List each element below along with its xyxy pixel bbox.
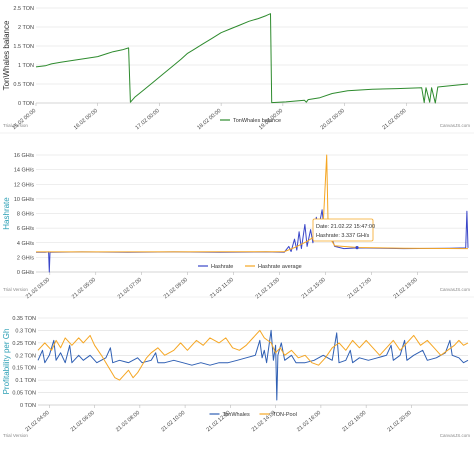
chart1-x-tick-label: 16.02 00:00	[73, 108, 99, 131]
chart3-x-tick-label: 21.02 16:00	[296, 410, 322, 433]
chart1-y-tick-label: 1 TON	[18, 63, 34, 69]
chart1-y-tick-label: 2 TON	[18, 25, 34, 31]
chart3-y-tick-label: 0.25 TON	[12, 341, 36, 347]
chart2-y-tick-label: 16 GH/s	[14, 153, 34, 159]
chart3-watermark: CanvasJS.com	[440, 433, 471, 438]
chart2-watermark: CanvasJS.com	[440, 287, 471, 292]
chart2-series-line-2	[35, 154, 469, 253]
chart3-x-tick-label: 21.02 18:00	[341, 410, 367, 433]
chart2-x-tick-label: 21.02 11:00	[209, 277, 235, 300]
chart2-tooltip-title: Date: 21.02.22 15:47:00	[316, 224, 375, 230]
chart2-y-tick-label: 4 GH/s	[17, 241, 34, 247]
chart3-series-line-1	[37, 329, 469, 401]
chart3-legend-label: TonWhales	[223, 412, 250, 418]
chart2-y-tick-label: 12 GH/s	[14, 182, 34, 188]
chart1-y-tick-label: 0.5 TON	[13, 82, 34, 88]
chart1-y-axis-title: TonWhales balance	[2, 20, 11, 90]
chart3-x-tick-label: 21.02 20:00	[387, 410, 413, 433]
chart2-tooltip-box	[312, 218, 374, 242]
chart2-legend-label: Hashrate	[211, 264, 233, 270]
chart2-y-tick-label: 6 GH/s	[17, 226, 34, 232]
chart3-y-tick-label: 0.2 TON	[15, 353, 36, 359]
chart1-x-tick-label: 18.02 00:00	[196, 108, 222, 131]
chart3-trial-label: Trial Version	[3, 433, 28, 438]
chart2-y-tick-label: 10 GH/s	[14, 197, 34, 203]
chart1-y-tick-label: 1.5 TON	[13, 44, 34, 50]
chart2-legend-label: Hashrate average	[258, 264, 302, 270]
chart2-y-tick-label: 0 GH/s	[17, 270, 34, 276]
chart1-y-tick-label: 0 TON	[18, 101, 34, 107]
chart2-y-tick-label: 14 GH/s	[14, 168, 34, 174]
chart3-y-tick-label: 0.05 TON	[12, 391, 36, 397]
chart3-series-line-2	[37, 329, 469, 381]
chart3-y-tick-label: 0.15 TON	[12, 366, 36, 372]
chart3-x-tick-label: 21.02 08:00	[115, 410, 141, 433]
chart1-y-tick-label: 2.5 TON	[13, 6, 34, 12]
chart3-y-tick-label: 0 TON	[20, 403, 36, 409]
chart1-watermark: CanvasJS.com	[440, 123, 471, 128]
chart3-y-axis-title: Profitability per Gh	[2, 329, 11, 395]
chart2-trial-label: Trial Version	[3, 287, 28, 292]
chart1-legend-label: TonWhales balance	[233, 118, 281, 124]
chart2-y-tick-label: 8 GH/s	[17, 212, 34, 218]
chart2-tooltip-value: Hashrate: 3.337 GH/s	[316, 233, 369, 239]
chart2-y-tick-label: 2 GH/s	[17, 255, 34, 261]
chart3-y-tick-label: 0.1 TON	[15, 378, 36, 384]
chart2-y-axis-title: Hashrate	[2, 197, 11, 230]
chart3-x-tick-label: 21.02 06:00	[70, 410, 96, 433]
chart3-x-tick-label: 21.02 10:00	[160, 410, 186, 433]
chart1-x-tick-label: 21.02 00:00	[381, 108, 407, 131]
chart3-legend-label: TON-Pool	[273, 412, 297, 418]
chart2-series-line-1	[36, 209, 469, 273]
chart1-x-tick-label: 20.02 00:00	[320, 108, 346, 131]
chart1-trial-label: Trial Version	[3, 123, 28, 128]
chart3-y-tick-label: 0.3 TON	[15, 328, 36, 334]
chart3-y-tick-label: 0.35 TON	[12, 316, 36, 322]
chart1-series-line-1	[35, 13, 469, 104]
chart2-tooltip-marker	[355, 245, 359, 250]
chart1-x-tick-label: 17.02 00:00	[135, 108, 161, 131]
chart3-x-tick-label: 21.02 04:00	[24, 410, 50, 433]
